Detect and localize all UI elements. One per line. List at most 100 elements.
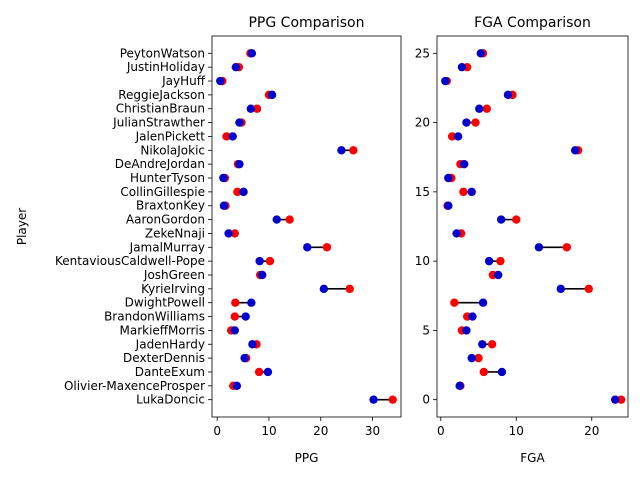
x-tick-label: 20: [584, 424, 599, 438]
y-tick-label: 20: [415, 116, 430, 130]
blue-point: [239, 187, 248, 197]
blue-point: [263, 367, 273, 377]
blue-point: [230, 326, 239, 335]
blue-point: [452, 229, 461, 238]
y-tick-label: 25: [415, 46, 430, 60]
y-tick-label: NikolaJokic: [140, 143, 205, 157]
plot-frame: [211, 35, 402, 418]
red-point: [459, 187, 468, 197]
blue-point: [556, 284, 566, 294]
y-tick-label: JustinHoliday: [126, 60, 205, 74]
y-tick-label: ReggieJackson: [118, 88, 205, 102]
y-tick-label: 10: [415, 254, 430, 268]
red-point: [231, 298, 240, 307]
blue-point: [232, 381, 242, 391]
y-tick-label: JadenHardy: [135, 337, 205, 351]
blue-point: [444, 201, 453, 210]
red-point: [512, 215, 521, 224]
y-tick-label: ChristianBraun: [116, 102, 205, 116]
blue-point: [247, 298, 256, 307]
fga-panel: FGA Comparison FGA 0 10 20 0 5 10 15 20 25: [415, 15, 629, 465]
blue-point: [503, 90, 513, 100]
blue-point: [610, 395, 620, 404]
blue-point: [255, 256, 264, 266]
y-tick-label: DexterDennis: [123, 351, 205, 365]
blue-point: [235, 159, 244, 169]
red-point: [322, 243, 332, 252]
red-point: [222, 132, 231, 141]
blue-point: [467, 187, 476, 197]
red-point: [496, 256, 505, 266]
blue-point: [319, 284, 329, 294]
y-tick-label: AaronGordon: [126, 213, 205, 227]
blue-point: [478, 340, 487, 349]
y-tick-label: KyrieIrving: [141, 282, 205, 296]
blue-point: [219, 201, 229, 210]
red-point: [233, 187, 242, 197]
y-tick-label: 0: [422, 393, 430, 407]
y-tick-label: ZekeNnaji: [145, 226, 205, 240]
red-point: [482, 104, 492, 113]
red-point: [285, 215, 294, 224]
x-tick-label: 0: [437, 424, 445, 438]
red-point: [230, 229, 239, 238]
red-point: [487, 340, 497, 349]
blue-point: [267, 90, 277, 100]
x-tick-label: 10: [261, 424, 276, 438]
chart-title: FGA Comparison: [474, 15, 591, 31]
blue-point: [496, 215, 506, 224]
ppg-panel: PPG Comparison PPG Player 0 10 20 30 PeytonWats…: [15, 15, 402, 465]
y-tick-label: HunterTyson: [130, 171, 205, 185]
blue-point: [246, 104, 256, 113]
y-tick-label: BraxtonKey: [136, 199, 205, 213]
y-tick-label: DanteExum: [135, 365, 205, 379]
y-tick-label: DwightPowell: [125, 296, 205, 310]
blue-point: [224, 229, 233, 238]
red-point: [450, 298, 459, 307]
blue-point: [248, 340, 257, 349]
y-tick-label: JalenPickett: [135, 129, 206, 143]
blue-point: [240, 353, 249, 363]
red-point: [265, 256, 275, 266]
blue-point: [476, 49, 485, 58]
red-point: [254, 367, 264, 377]
red-point: [349, 146, 358, 155]
red-point: [345, 284, 354, 294]
x-tick-label: 30: [365, 424, 380, 438]
red-point: [388, 395, 397, 404]
blue-point: [570, 146, 580, 155]
blue-point: [231, 62, 241, 72]
blue-point: [493, 270, 503, 280]
blue-point: [272, 215, 281, 224]
red-point: [562, 243, 572, 252]
y-tick-label: Olivier-MaxenceProsper: [64, 379, 205, 393]
red-point: [471, 118, 480, 127]
blue-point: [219, 173, 228, 183]
y-tick-label: JoshGreen: [143, 268, 205, 282]
x-axis-label: FGA: [520, 451, 545, 465]
red-point: [252, 104, 262, 113]
blue-point: [455, 381, 464, 391]
red-point: [617, 395, 626, 404]
blue-point: [247, 49, 257, 58]
blue-point: [303, 243, 312, 252]
blue-point: [457, 62, 467, 72]
blue-point: [475, 104, 484, 113]
y-tick-label: KentaviousCaldwell-Pope: [55, 254, 205, 268]
y-tick-label: JamalMurray: [129, 240, 205, 254]
y-tick-label: PeytonWatson: [120, 46, 205, 60]
blue-point: [534, 243, 544, 252]
blue-point: [258, 270, 267, 280]
x-tick-label: 10: [509, 424, 524, 438]
blue-point: [497, 367, 507, 377]
blue-point: [337, 146, 346, 155]
y-tick-label: MarkieffMorris: [119, 323, 205, 337]
x-tick-label: 0: [213, 424, 221, 438]
y-tick-label: 5: [422, 323, 430, 337]
red-point: [230, 312, 239, 321]
blue-point: [369, 395, 378, 404]
x-tick-label: 20: [313, 424, 328, 438]
red-point: [479, 367, 489, 377]
